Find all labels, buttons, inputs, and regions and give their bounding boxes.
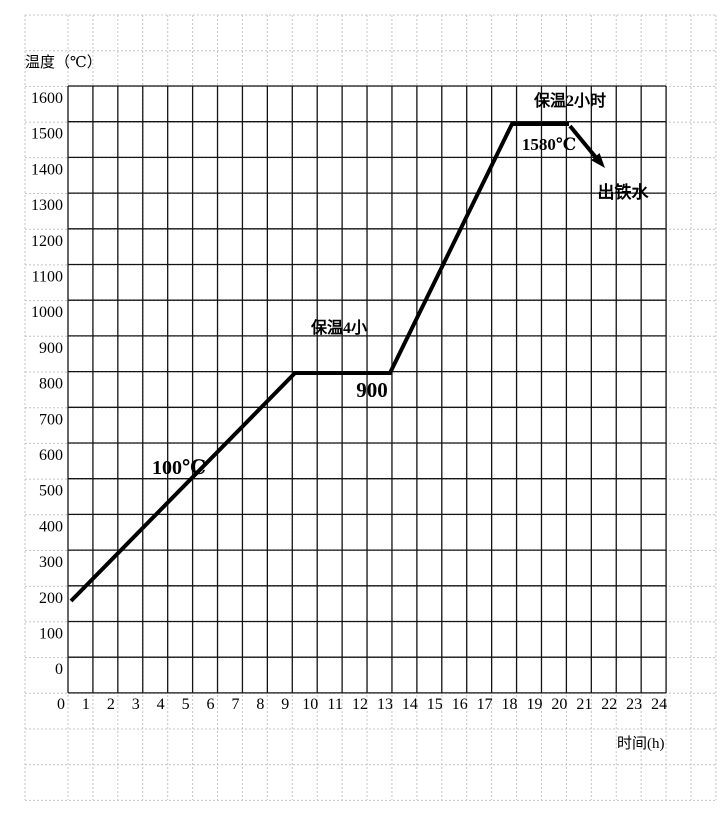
- y-tick-label: 100: [39, 626, 63, 643]
- x-tick-label: 3: [132, 696, 140, 713]
- x-tick-label: 6: [207, 696, 215, 713]
- y-tick-label: 1600: [31, 90, 63, 107]
- annotation-text: 900: [356, 378, 388, 402]
- y-tick-label: 1500: [31, 126, 63, 143]
- x-tick-label: 15: [427, 696, 443, 713]
- x-tick-label: 2: [107, 696, 115, 713]
- x-tick-label: 10: [302, 696, 318, 713]
- x-tick-label: 22: [601, 696, 617, 713]
- x-tick-label: 12: [352, 696, 368, 713]
- x-tick-label: 19: [526, 696, 542, 713]
- annotation-text: 保温2小时: [533, 91, 606, 110]
- y-tick-label: 1400: [31, 161, 63, 178]
- tap-arrow-shaft: [568, 124, 600, 162]
- x-tick-label: 16: [452, 696, 468, 713]
- x-tick-label: 0: [57, 696, 65, 713]
- x-tick-label: 20: [551, 696, 567, 713]
- x-tick-label: 13: [377, 696, 393, 713]
- x-tick-label: 18: [502, 696, 518, 713]
- x-tick-label: 23: [626, 696, 642, 713]
- y-tick-label: 400: [39, 518, 63, 535]
- y-tick-label: 700: [39, 411, 63, 428]
- x-tick-label: 7: [231, 696, 239, 713]
- x-tick-label: 21: [576, 696, 592, 713]
- y-tick-label: 0: [55, 661, 63, 678]
- annotation-text: 1580℃: [522, 135, 576, 154]
- chart-annotations: 100℃ 保温4小 900 保温2小时 1580℃ 出铁水: [152, 91, 649, 479]
- x-tick-label: 14: [402, 696, 418, 713]
- annotation-text: 出铁水: [598, 182, 650, 202]
- x-axis-title: 时间(h): [617, 735, 665, 752]
- annotation-text: 100℃: [152, 457, 206, 479]
- y-tick-label: 300: [39, 554, 63, 571]
- tap-arrow-head: [591, 153, 605, 168]
- y-tick-label: 900: [39, 340, 63, 357]
- y-tick-label: 1300: [31, 197, 63, 214]
- y-tick-label: 1000: [31, 304, 63, 321]
- x-tick-label: 5: [182, 696, 190, 713]
- y-tick-label: 1100: [32, 269, 63, 286]
- x-tick-label: 17: [477, 696, 493, 713]
- x-tick-label: 1: [82, 696, 90, 713]
- temperature-curve: [69, 122, 605, 603]
- annotation-text: 保温4小: [310, 318, 367, 337]
- x-tick-label: 9: [281, 696, 289, 713]
- y-axis-title: 温度（℃）: [25, 54, 102, 71]
- y-tick-label: 800: [39, 376, 63, 393]
- y-tick-label: 200: [39, 590, 63, 607]
- x-tick-label: 11: [327, 696, 342, 713]
- axis-tick-labels: 1600150014001300120011001000900800700600…: [31, 90, 667, 713]
- x-tick-label: 8: [256, 696, 264, 713]
- temperature-polyline: [69, 122, 569, 603]
- y-tick-label: 600: [39, 447, 63, 464]
- x-tick-label: 24: [651, 696, 667, 713]
- x-tick-label: 4: [157, 696, 165, 713]
- y-tick-label: 1200: [31, 233, 63, 250]
- y-tick-label: 500: [39, 483, 63, 500]
